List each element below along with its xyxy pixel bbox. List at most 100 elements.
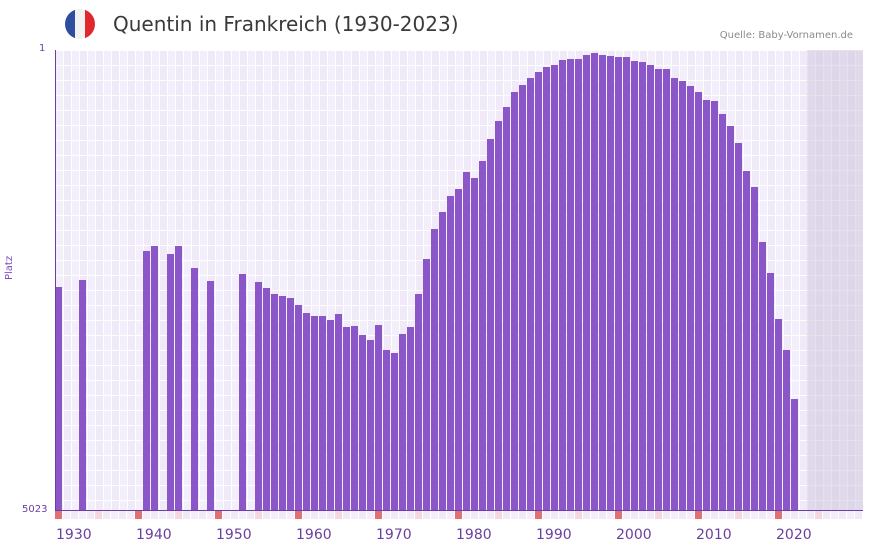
bar-2006[interactable]: [663, 69, 670, 510]
bar-1964[interactable]: [327, 320, 334, 510]
bar-1958[interactable]: [279, 296, 286, 510]
bar-1956[interactable]: [263, 288, 270, 510]
bar-1962[interactable]: [311, 316, 318, 510]
year-marker: [671, 511, 678, 519]
flag-red: [85, 9, 95, 39]
bar-1941[interactable]: [143, 251, 150, 510]
bar-1970[interactable]: [375, 325, 382, 510]
bar-2014[interactable]: [727, 126, 734, 510]
bar-1990[interactable]: [535, 72, 542, 510]
x-axis-line: [55, 510, 863, 511]
bar-1945[interactable]: [175, 246, 182, 510]
bar-2022[interactable]: [791, 399, 798, 510]
bar-2005[interactable]: [655, 69, 662, 510]
year-marker: [511, 511, 518, 519]
year-marker: [399, 511, 406, 519]
bar-1968[interactable]: [359, 335, 366, 510]
bar-1984[interactable]: [487, 139, 494, 510]
bar-2016[interactable]: [743, 171, 750, 510]
bar-1959[interactable]: [287, 298, 294, 510]
bar-2004[interactable]: [647, 65, 654, 510]
bar-2011[interactable]: [703, 100, 710, 510]
bar-1961[interactable]: [303, 313, 310, 510]
bar-1998[interactable]: [599, 55, 606, 510]
bar-1944[interactable]: [167, 254, 174, 510]
bar-1996[interactable]: [583, 55, 590, 510]
bar-1949[interactable]: [207, 281, 214, 510]
bar-1971[interactable]: [383, 350, 390, 510]
bar-2021[interactable]: [783, 350, 790, 510]
bar-2017[interactable]: [751, 187, 758, 510]
bar-2013[interactable]: [719, 114, 726, 510]
year-marker: [407, 511, 414, 519]
bar-2003[interactable]: [639, 62, 646, 510]
bar-1957[interactable]: [271, 294, 278, 510]
bar-1974[interactable]: [407, 327, 414, 510]
bar-1972[interactable]: [391, 353, 398, 510]
bar-1975[interactable]: [415, 294, 422, 510]
bar-1981[interactable]: [463, 172, 470, 510]
bar-1933[interactable]: [79, 280, 86, 510]
year-marker: [359, 511, 366, 519]
bar-1969[interactable]: [367, 340, 374, 510]
bar-1976[interactable]: [423, 259, 430, 510]
year-marker: [703, 511, 710, 519]
bar-1965[interactable]: [335, 314, 342, 510]
bar-1992[interactable]: [551, 65, 558, 510]
year-marker: [759, 511, 766, 519]
bar-1989[interactable]: [527, 78, 534, 510]
x-axis-label: 1940: [136, 527, 172, 543]
year-marker: [303, 511, 310, 519]
year-marker: [55, 511, 62, 519]
bar-1997[interactable]: [591, 53, 598, 510]
bar-1986[interactable]: [503, 107, 510, 510]
bar-1977[interactable]: [431, 229, 438, 510]
bar-2012[interactable]: [711, 101, 718, 510]
bar-2015[interactable]: [735, 143, 742, 510]
bar-1973[interactable]: [399, 334, 406, 510]
bar-1982[interactable]: [471, 178, 478, 510]
year-marker: [687, 511, 694, 519]
bar-1953[interactable]: [239, 274, 246, 510]
bar-2007[interactable]: [671, 78, 678, 510]
bar-2001[interactable]: [623, 57, 630, 510]
x-axis-label: 1990: [536, 527, 572, 543]
bar-1955[interactable]: [255, 282, 262, 510]
bar-2019[interactable]: [767, 273, 774, 510]
year-marker: [383, 511, 390, 519]
year-marker: [551, 511, 558, 519]
bar-1963[interactable]: [319, 316, 326, 510]
year-marker: [335, 511, 342, 519]
flag-white: [75, 9, 85, 39]
bar-2009[interactable]: [687, 86, 694, 510]
bar-2008[interactable]: [679, 81, 686, 510]
bar-1985[interactable]: [495, 121, 502, 510]
year-marker: [223, 511, 230, 519]
bar-1994[interactable]: [567, 59, 574, 510]
bar-1980[interactable]: [455, 189, 462, 510]
bar-1987[interactable]: [511, 92, 518, 510]
bar-1978[interactable]: [439, 212, 446, 510]
bar-1930[interactable]: [55, 287, 62, 510]
year-marker: [711, 511, 718, 519]
bar-2020[interactable]: [775, 319, 782, 510]
bar-1991[interactable]: [543, 67, 550, 510]
bar-1947[interactable]: [191, 268, 198, 510]
bar-2002[interactable]: [631, 61, 638, 510]
bar-1999[interactable]: [607, 56, 614, 510]
bar-2018[interactable]: [759, 242, 766, 510]
year-marker: [119, 511, 126, 519]
year-marker: [559, 511, 566, 519]
bar-1983[interactable]: [479, 161, 486, 510]
bar-1993[interactable]: [559, 60, 566, 510]
bar-1979[interactable]: [447, 196, 454, 510]
bar-1967[interactable]: [351, 326, 358, 510]
bar-1966[interactable]: [343, 327, 350, 510]
bar-1942[interactable]: [151, 246, 158, 510]
bar-1988[interactable]: [519, 85, 526, 510]
y-axis-top-label: 1: [39, 43, 46, 54]
bar-2000[interactable]: [615, 57, 622, 510]
bar-1995[interactable]: [575, 59, 582, 510]
bar-1960[interactable]: [295, 305, 302, 510]
bar-2010[interactable]: [695, 92, 702, 510]
